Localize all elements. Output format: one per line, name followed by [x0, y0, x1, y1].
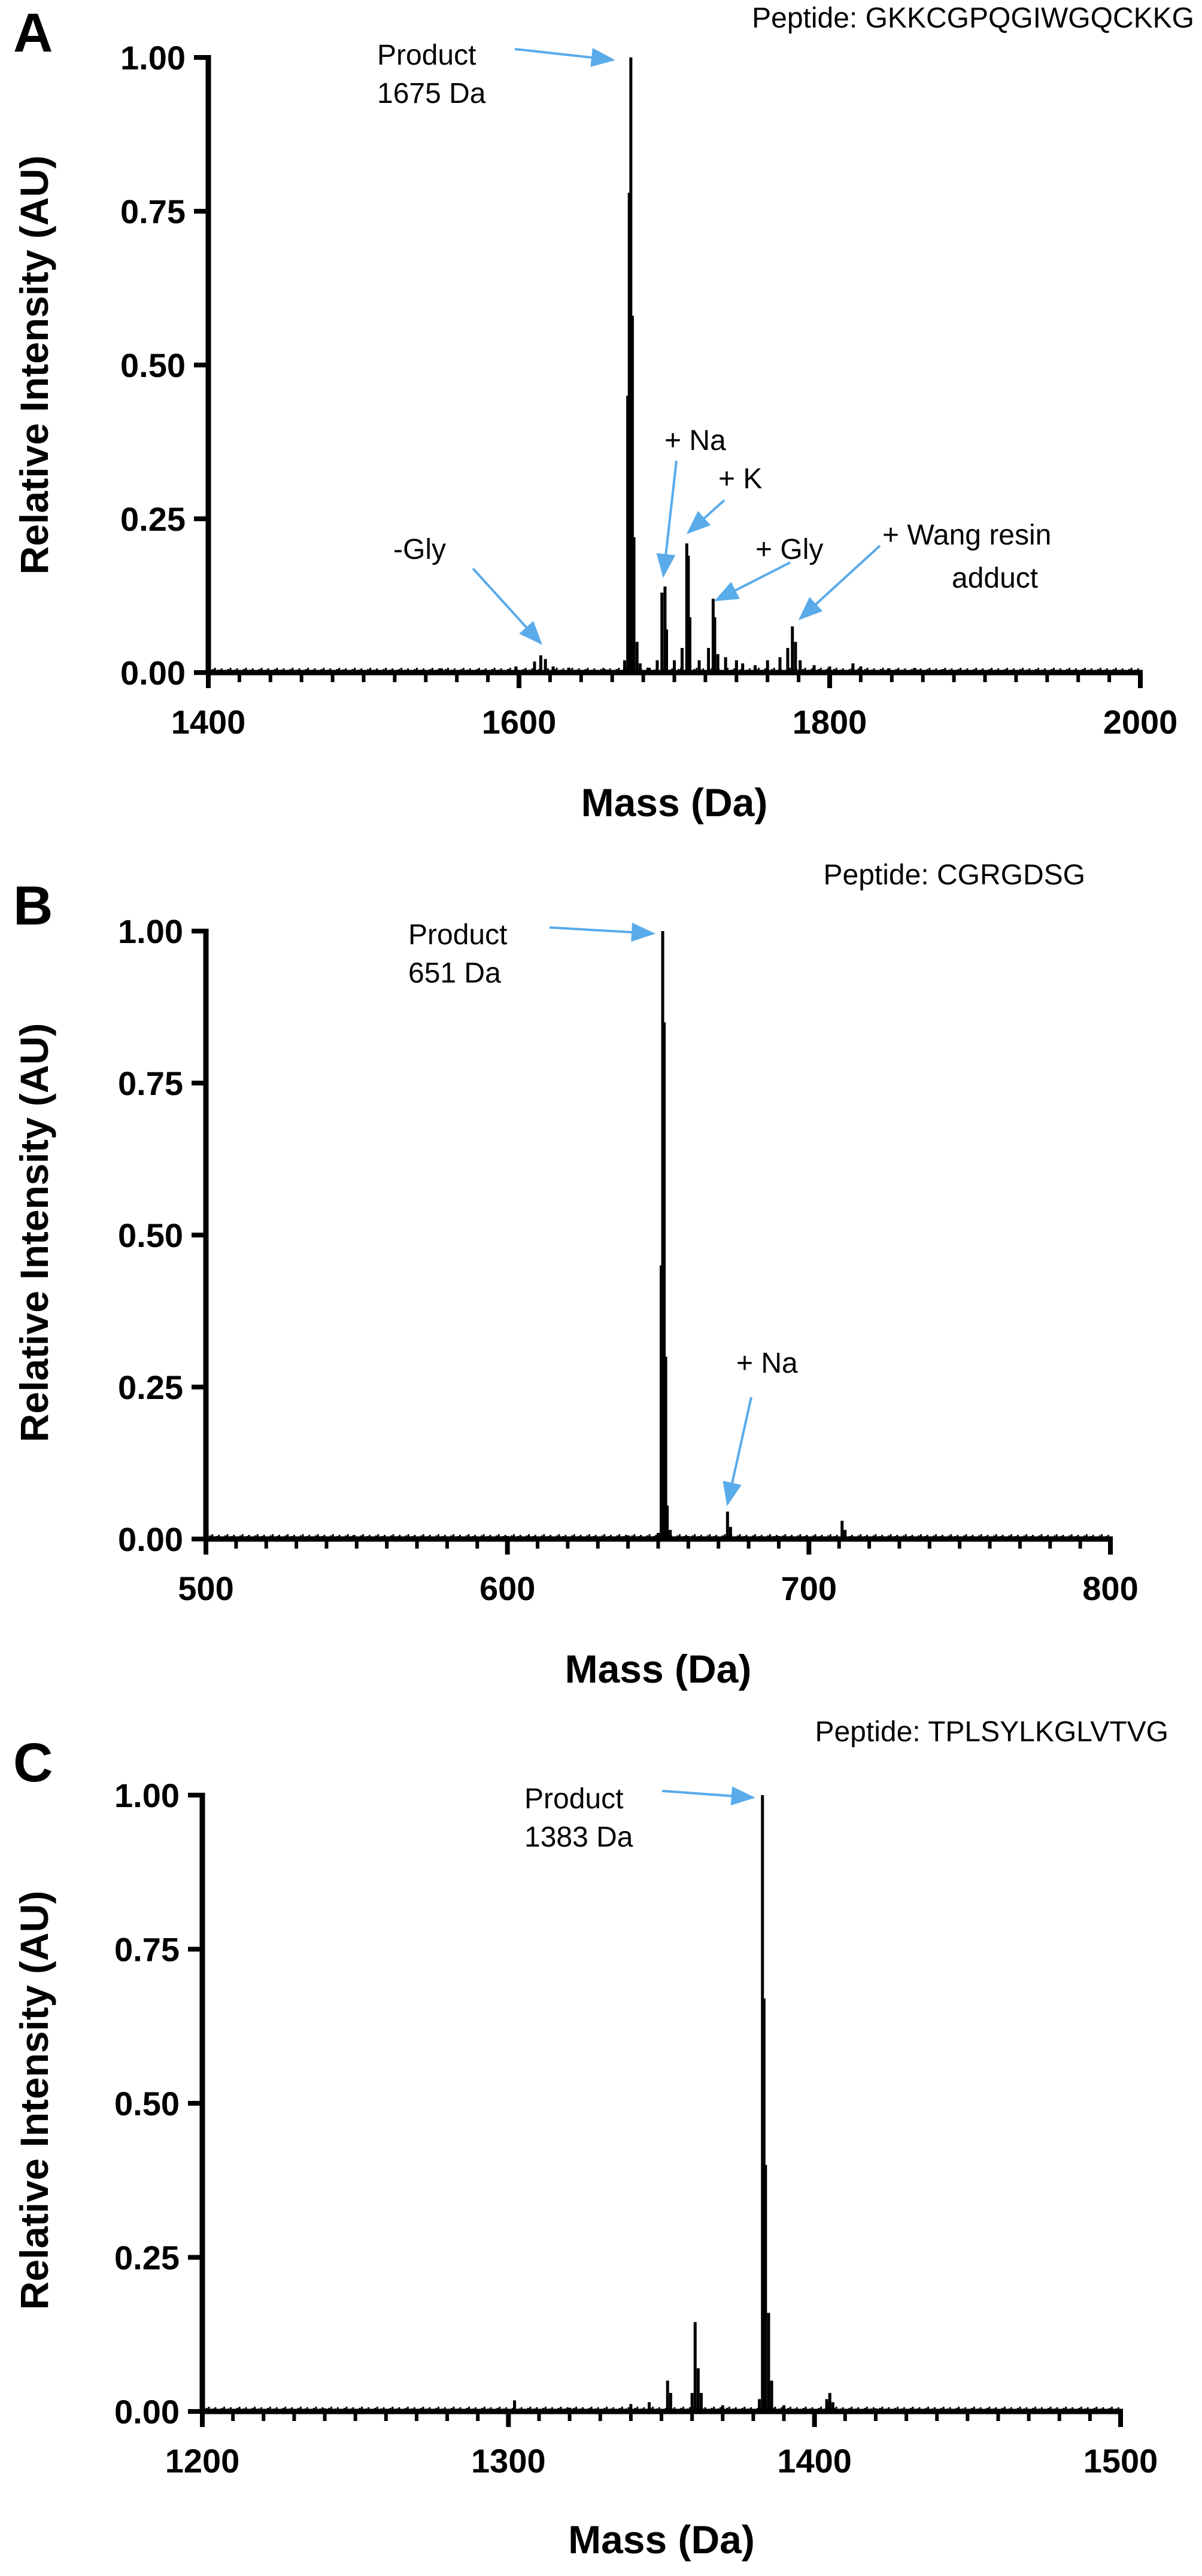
x-tick-label: 1200: [165, 2442, 240, 2480]
annotation-label: 1383 Da: [524, 1821, 633, 1853]
annotation-label: + Na: [736, 1348, 798, 1379]
x-tick-label: 1600: [482, 703, 557, 741]
annotation-arrow: [661, 1786, 755, 1806]
panel-A: A Peptide: GKKCGPQGIWGQCKKG 0.00 0.25 0.50 0.…: [12, 2, 1194, 825]
y-tick-label: 1.00: [118, 913, 183, 950]
peptide-label: Peptide: CGRGDSG: [824, 859, 1085, 891]
y-tick-label: 0.50: [118, 1216, 183, 1254]
x-tick-label: 500: [178, 1570, 233, 1607]
annotation-arrow: [514, 48, 615, 67]
x-axis-label: Mass (Da): [568, 2517, 755, 2562]
annotation-arrow: [723, 1397, 752, 1507]
panel-letter: A: [13, 2, 53, 63]
x-tick-label: 1400: [171, 703, 246, 741]
y-tick-label: 0.75: [114, 1931, 180, 1969]
x-tick-label: 1400: [777, 2442, 852, 2480]
annotation-label: adduct: [952, 562, 1038, 594]
annotation-arrow: [656, 460, 678, 578]
annotation-label: Product: [524, 1783, 623, 1815]
annotation-label: + Gly: [755, 534, 823, 565]
annotation-arrow: [686, 499, 726, 534]
x-tick-label: 1800: [793, 703, 867, 741]
y-tick-label: 0.75: [120, 193, 186, 230]
annotation-label: Product: [377, 39, 476, 71]
annotation-label: -Gly: [393, 534, 446, 565]
annotation-arrow: [549, 922, 656, 942]
x-tick-label: 1500: [1083, 2442, 1158, 2480]
peptide-label: Peptide: GKKCGPQGIWGQCKKG: [752, 2, 1194, 34]
annotation-label: 1675 Da: [377, 78, 486, 110]
y-tick-label: 0.50: [120, 346, 186, 384]
y-tick-label: 1.00: [114, 1777, 180, 1814]
y-axis-label: Relative Intensity (AU): [12, 1891, 56, 2310]
x-tick-label: 700: [781, 1570, 837, 1607]
y-tick-label: 0.25: [114, 2239, 180, 2277]
y-tick-label: 1.00: [120, 39, 186, 77]
y-tick-label: 0.00: [114, 2393, 180, 2431]
annotation-arrow: [472, 567, 543, 645]
x-axis-label: Mass (Da): [581, 780, 768, 825]
x-tick-label: 800: [1082, 1570, 1138, 1607]
x-tick-label: 1300: [471, 2442, 546, 2480]
y-tick-label: 0.00: [118, 1520, 183, 1558]
panel-letter: C: [13, 1732, 53, 1793]
y-tick-label: 0.25: [120, 500, 186, 538]
annotation-label: + Na: [664, 425, 726, 457]
panel-C: C Peptide: TPLSYLKGLVTVG 0.00 0.25 0.50 0.75 1…: [12, 1716, 1168, 2562]
annotation-arrow: [714, 561, 791, 601]
y-tick-label: 0.25: [118, 1368, 183, 1406]
x-tick-label: 2000: [1103, 703, 1178, 741]
y-axis-label: Relative Intensity (AU): [12, 1023, 56, 1442]
x-tick-label: 600: [479, 1570, 535, 1607]
annotation-label: + Wang resin: [882, 519, 1051, 551]
annotation-label: + K: [718, 463, 762, 495]
annotation-arrow: [798, 545, 881, 621]
panel-letter: B: [13, 875, 53, 936]
y-tick-label: 0.00: [120, 654, 186, 692]
panel-B: B Peptide: CGRGDSG 0.00 0.25 0.50 0.75 1.00 500…: [12, 859, 1139, 1691]
annotation-label: 651 Da: [408, 957, 501, 989]
y-tick-label: 0.50: [114, 2085, 180, 2122]
peptide-label: Peptide: TPLSYLKGLVTVG: [815, 1716, 1168, 1748]
y-axis-label: Relative Intensity (AU): [12, 156, 56, 574]
x-axis-label: Mass (Da): [565, 1647, 752, 1691]
y-tick-label: 0.75: [118, 1065, 183, 1102]
annotation-label: Product: [408, 919, 507, 951]
